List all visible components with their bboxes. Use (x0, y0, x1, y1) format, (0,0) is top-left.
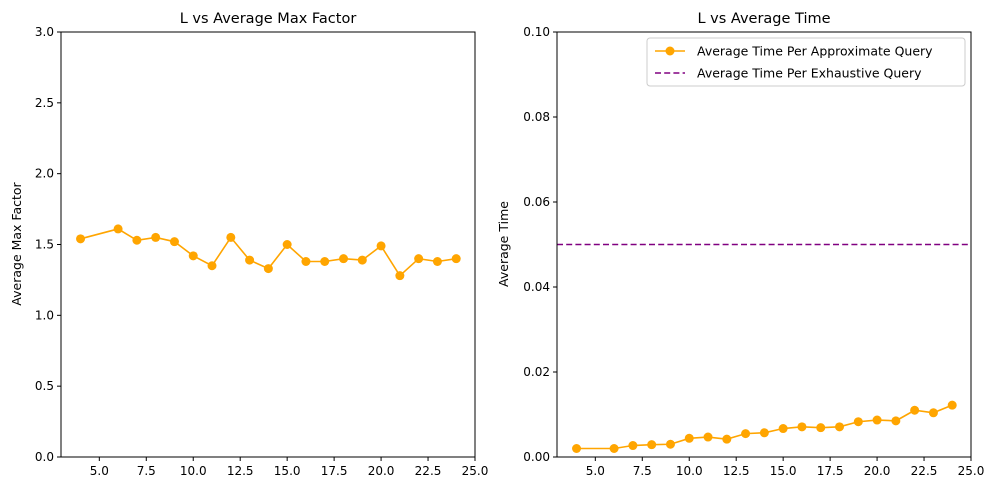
x-tick-label: 12.5 (227, 464, 254, 478)
legend: Average Time Per Approximate Query Averag… (646, 37, 966, 87)
data-point (609, 444, 619, 453)
x-tick-label: 12.5 (723, 464, 750, 478)
data-point (263, 264, 273, 274)
data-point (741, 429, 751, 439)
x-tick-label: 20.0 (368, 464, 395, 478)
plot-area (60, 31, 476, 458)
x-tick-label: 25.0 (462, 464, 489, 478)
data-point (759, 428, 769, 438)
data-point (872, 415, 882, 425)
data-point (151, 232, 161, 242)
average-time-chart: L vs Average Time Average Time 5.0 7.5 10.… (496, 11, 984, 478)
data-point (226, 232, 236, 242)
data-point (816, 423, 826, 433)
x-tick-label: 17.5 (817, 464, 844, 478)
data-point (572, 444, 582, 453)
y-tick-label: 1.0 (35, 308, 54, 322)
x-tick-label: 10.0 (180, 464, 207, 478)
data-point (853, 417, 863, 427)
axis-ticks: 5.0 7.5 10.0 12.5 15.0 17.5 20.0 22.5 25.0 0.0 0.5… (35, 25, 488, 478)
legend-frame (646, 37, 966, 87)
data-point (778, 424, 788, 434)
y-tick-label: 0.02 (523, 365, 550, 379)
max-factor-chart: L vs Average Max Factor Average Max Fact… (9, 11, 488, 478)
data-point (414, 254, 424, 264)
x-tick-label: 7.5 (137, 464, 156, 478)
data-point (169, 237, 179, 247)
x-tick-label: 22.5 (415, 464, 442, 478)
data-point (910, 405, 920, 415)
x-tick-label: 25.0 (958, 464, 985, 478)
x-tick-label: 7.5 (633, 464, 652, 478)
y-tick-label: 0.04 (523, 280, 550, 294)
x-tick-label: 5.0 (90, 464, 109, 478)
x-tick-label: 20.0 (864, 464, 891, 478)
data-point (891, 416, 901, 426)
data-point (376, 241, 386, 251)
y-tick-label: 0.10 (523, 25, 550, 39)
y-tick-label: 3.0 (35, 25, 54, 39)
x-tick-label: 10.0 (676, 464, 703, 478)
data-point (113, 224, 123, 234)
y-axis-label: Average Time (496, 201, 511, 287)
chart-title: L vs Average Max Factor (180, 11, 357, 27)
data-point (432, 257, 442, 266)
series-layer (557, 243, 971, 453)
data-point (357, 255, 367, 265)
chart-title: L vs Average Time (697, 11, 830, 27)
data-point (301, 257, 311, 266)
data-point (207, 261, 217, 271)
data-point (132, 235, 142, 245)
y-tick-label: 0.0 (35, 450, 54, 464)
plot-area (556, 31, 972, 458)
data-point (947, 400, 957, 410)
x-tick-label: 15.0 (274, 464, 301, 478)
x-tick-label: 5.0 (586, 464, 605, 478)
y-axis-label: Average Max Factor (9, 181, 24, 305)
x-tick-label: 22.5 (911, 464, 938, 478)
data-point (835, 422, 845, 432)
legend-swatch-marker (665, 46, 675, 56)
data-point (76, 234, 86, 244)
y-tick-label: 2.0 (35, 167, 54, 181)
data-point (703, 432, 713, 442)
data-point (628, 441, 638, 451)
y-tick-label: 0.00 (523, 450, 550, 464)
data-point (665, 439, 675, 449)
y-tick-label: 2.5 (35, 96, 54, 110)
axis-ticks: 5.0 7.5 10.0 12.5 15.0 17.5 20.0 22.5 25.0 0.00 0.… (523, 25, 984, 478)
legend-item: Average Time Per Approximate Query (655, 44, 933, 59)
data-point (282, 240, 292, 249)
x-tick-label: 15.0 (770, 464, 797, 478)
data-point (245, 255, 255, 265)
data-point (339, 254, 349, 264)
data-point (320, 257, 330, 266)
x-tick-label: 17.5 (321, 464, 348, 478)
series-layer (76, 224, 461, 281)
y-tick-label: 0.08 (523, 110, 550, 124)
y-tick-label: 0.5 (35, 379, 54, 393)
data-point (684, 433, 694, 443)
data-point (928, 408, 938, 418)
data-point (451, 254, 461, 264)
data-point (395, 271, 405, 281)
y-tick-label: 0.06 (523, 195, 550, 209)
legend-label: Average Time Per Exhaustive Query (697, 66, 922, 81)
data-point (647, 440, 657, 450)
data-point (188, 251, 198, 261)
data-point (722, 434, 732, 444)
data-point (797, 422, 807, 432)
y-tick-label: 1.5 (35, 238, 54, 252)
legend-label: Average Time Per Approximate Query (697, 44, 933, 59)
legend-item: Average Time Per Exhaustive Query (655, 66, 922, 81)
